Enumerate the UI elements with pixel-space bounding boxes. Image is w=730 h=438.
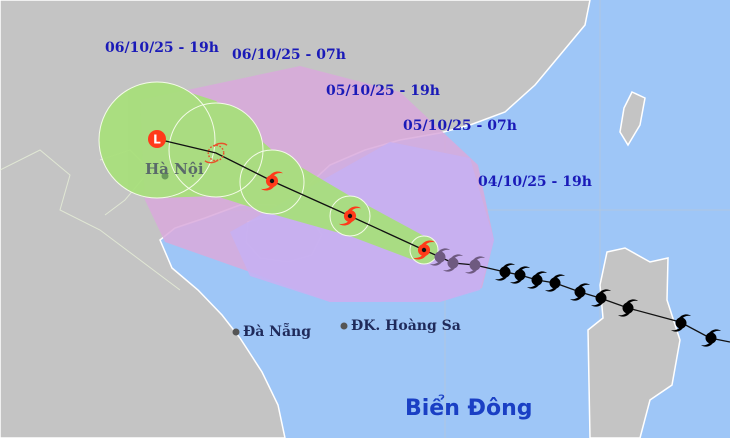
- hanoi-label: Hà Nội: [145, 160, 204, 178]
- luzon-island: [587, 247, 681, 438]
- time-label-06-19h: 06/10/25 - 19h: [105, 40, 219, 56]
- storm-icon: [413, 240, 435, 260]
- past-storm-icon: [701, 329, 721, 347]
- low-pressure-symbol: L: [153, 133, 161, 147]
- hoangsa-dot: [340, 322, 348, 330]
- storm-icon: [261, 171, 283, 191]
- forecast-circles: [98, 81, 439, 265]
- time-label-06-07h: 06/10/25 - 07h: [232, 47, 346, 63]
- forecast-cone: [99, 82, 438, 264]
- hoangsa-label: ĐK. Hoàng Sa: [351, 318, 461, 334]
- past-storm-icon: [510, 266, 530, 284]
- tropical-depression-icon: [204, 142, 228, 164]
- time-label-05-07h: 05/10/25 - 07h: [403, 118, 517, 134]
- danang-label: Đà Nẵng: [243, 324, 312, 340]
- bien-dong-label: Biển Đông: [405, 396, 533, 421]
- past-storm-icon: [527, 271, 547, 289]
- low-pressure-icon: L: [148, 130, 166, 148]
- past-storm-icon: [570, 283, 590, 301]
- past-storm-icon: [495, 263, 515, 281]
- forecast-points: L: [148, 130, 435, 260]
- storm-icon: [339, 206, 361, 226]
- danang-dot: [232, 328, 240, 336]
- storm-track-line: [156, 138, 730, 343]
- hanoi-dot: [161, 172, 169, 180]
- time-label-04-19h: 04/10/25 - 19h: [478, 174, 592, 190]
- taiwan-island: [619, 91, 646, 147]
- time-label-05-19h: 05/10/25 - 19h: [326, 83, 440, 99]
- past-storm-icon: [545, 274, 565, 292]
